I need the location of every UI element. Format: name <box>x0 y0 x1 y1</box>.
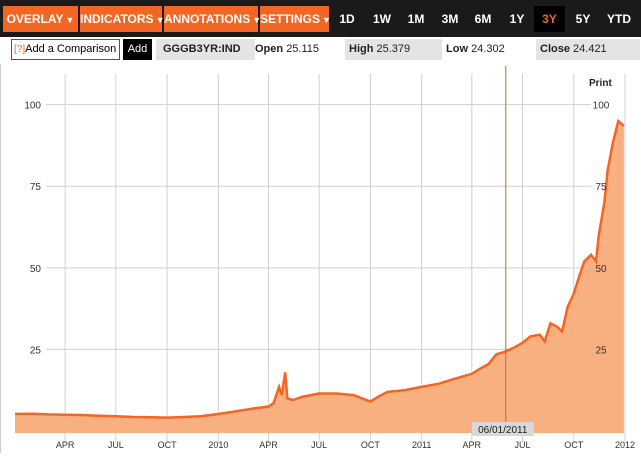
range-1y-button[interactable]: 1Y <box>509 12 525 26</box>
y-tick-label-right: 100 <box>593 101 610 112</box>
print-link[interactable]: Print <box>589 78 612 89</box>
annotations-menu-button[interactable]: ANNOTATIONS ▼ <box>164 6 262 32</box>
low-value-cell: Low 24.302 <box>446 39 526 60</box>
high-value-cell: High 25.379 <box>345 39 442 60</box>
annotations-label: ANNOTATIONS <box>164 12 251 26</box>
crosshair-date-label: 06/01/2011 <box>471 422 534 436</box>
x-tick-label: OCT <box>361 440 381 450</box>
x-tick-label: 2010 <box>208 440 228 450</box>
close-value-cell: Close 24.421 <box>536 39 640 60</box>
high-value: 25.379 <box>376 43 411 55</box>
low-label: Low <box>446 43 468 55</box>
open-value-cell: Open 25.115 <box>255 39 335 60</box>
y-tick-label-left: 25 <box>30 345 42 356</box>
x-tick-label: 2012 <box>615 440 635 450</box>
range-3y-button[interactable]: 3Y <box>534 6 565 32</box>
y-tick-label-left: 75 <box>30 182 42 193</box>
quote-info-bar: [?]Add a Comparison Add GGGB3YR:IND Open… <box>0 37 641 61</box>
range-1d-button[interactable]: 1D <box>339 12 355 26</box>
add-comparison-button[interactable]: Add <box>123 39 152 60</box>
indicators-label: INDICATORS <box>80 12 154 26</box>
toolbar: OVERLAY ▼ INDICATORS ▼ ANNOTATIONS ▼ SETTIN… <box>0 0 641 37</box>
price-line <box>14 118 625 419</box>
x-tick-label: JUL <box>514 440 530 450</box>
x-tick-label: JUL <box>311 440 327 450</box>
y-tick-label-right: 50 <box>595 264 607 275</box>
range-1m-button[interactable]: 1M <box>407 12 425 26</box>
x-tick-label: OCT <box>564 440 584 450</box>
settings-menu-button[interactable]: SETTINGS ▼ <box>260 6 331 32</box>
chevron-down-icon: ▼ <box>322 15 331 25</box>
x-tick-label: APR <box>259 440 278 450</box>
crosshair-date: 06/01/2011 <box>478 425 528 436</box>
x-axis: APR JUL OCT 2010 APR JUL OCT 2011 APR JUL OCT 2012 <box>56 440 635 450</box>
range-1w-button[interactable]: 1W <box>373 12 391 26</box>
overlay-label: OVERLAY <box>6 12 64 26</box>
settings-label: SETTINGS <box>260 12 321 26</box>
price-area-fill <box>15 121 624 433</box>
y-tick-label-left: 100 <box>24 101 41 112</box>
help-icon[interactable]: [?] <box>14 44 26 55</box>
ticker-symbol: GGGB3YR:IND <box>156 39 255 60</box>
chevron-down-icon: ▼ <box>65 15 75 25</box>
x-tick-label: OCT <box>158 440 178 450</box>
range-ytd-button[interactable]: YTD <box>607 12 631 26</box>
close-label: Close <box>540 43 570 55</box>
y-axis-right: 25 50 75 100 <box>593 101 610 357</box>
low-value: 24.302 <box>471 43 505 55</box>
chart-frame: 25 50 75 100 25 50 75 100 APR JUL OCT 2010 APR JUL O… <box>0 64 640 453</box>
range-5y-button[interactable]: 5Y <box>575 12 591 26</box>
comparison-input[interactable]: [?]Add a Comparison <box>11 39 120 60</box>
open-value: 25.115 <box>286 43 320 55</box>
y-tick-label-right: 25 <box>595 345 607 356</box>
overlay-menu-button[interactable]: OVERLAY ▼ <box>3 6 78 32</box>
y-tick-label-left: 50 <box>30 264 42 275</box>
close-value: 24.421 <box>573 43 607 55</box>
x-tick-label: APR <box>56 440 75 450</box>
range-6m-button[interactable]: 6M <box>474 12 492 26</box>
y-tick-label-right: 75 <box>595 182 607 193</box>
range-3m-button[interactable]: 3M <box>441 12 459 26</box>
high-label: High <box>349 43 374 55</box>
open-label: Open <box>255 43 284 55</box>
chart-grid <box>46 74 626 443</box>
x-tick-label: APR <box>463 440 482 450</box>
chevron-down-icon: ▼ <box>155 15 165 25</box>
indicators-menu-button[interactable]: INDICATORS ▼ <box>80 6 165 32</box>
comparison-placeholder: Add a Comparison <box>25 43 117 55</box>
chevron-down-icon: ▼ <box>252 15 262 25</box>
price-chart[interactable]: 25 50 75 100 25 50 75 100 APR JUL OCT 2010 APR JUL O… <box>1 64 640 453</box>
y-axis-left: 25 50 75 100 <box>24 101 41 357</box>
x-tick-label: 2011 <box>412 440 431 450</box>
x-tick-label: JUL <box>108 440 124 450</box>
